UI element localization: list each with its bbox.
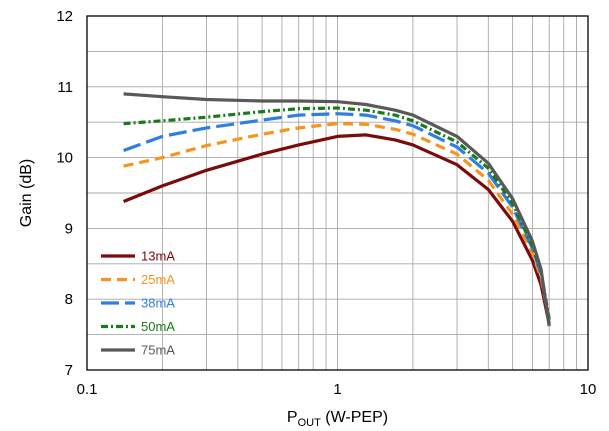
legend-label-75mA: 75mA [141, 343, 175, 358]
y-axis-label: Gain (dB) [18, 159, 35, 227]
y-tick-label: 8 [65, 291, 73, 308]
x-axis-label-unit: (W-PEP) [321, 409, 388, 426]
x-tick-label: 10 [580, 381, 597, 398]
x-tick-label: 1 [333, 381, 341, 398]
series-line-38mA [123, 112, 551, 323]
y-tick-label: 12 [56, 8, 73, 25]
x-tick-label: 0.1 [77, 381, 98, 398]
legend-label-38mA: 38mA [141, 296, 175, 311]
series-line-75mA [123, 92, 551, 327]
y-tick-label: 7 [65, 362, 73, 379]
y-tick-label: 10 [56, 150, 73, 167]
grid-lines [87, 16, 588, 370]
legend: 13mA 25mA 38mA 50mA 75mA [101, 249, 175, 358]
series-line-13mA [123, 133, 551, 325]
y-tick-label: 11 [57, 79, 73, 96]
y-tick-label: 9 [65, 220, 73, 237]
series-line-25mA [123, 122, 551, 321]
tick-labels: 7 8 9 10 11 12 0.1 1 10 [56, 8, 596, 398]
legend-label-50mA: 50mA [141, 319, 175, 334]
legend-label-25mA: 25mA [141, 272, 175, 287]
plot-frame [86, 15, 589, 371]
series-lines [123, 92, 551, 327]
series-line-50mA [123, 106, 551, 320]
x-axis-label-main: P [287, 409, 298, 426]
x-axis-label-subscript: OUT [298, 417, 322, 429]
legend-label-13mA: 13mA [141, 249, 175, 264]
x-axis-label: POUT (W-PEP) [287, 409, 388, 429]
